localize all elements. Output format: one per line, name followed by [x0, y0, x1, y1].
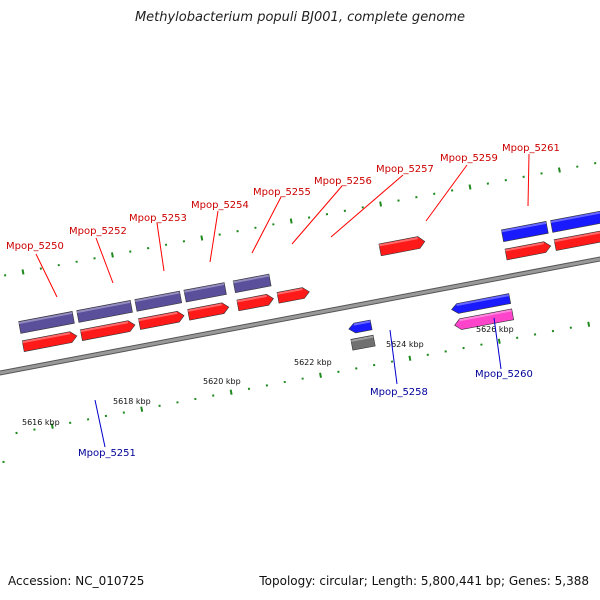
feature-highlight	[550, 211, 600, 224]
feature-rev-cds-16	[348, 319, 373, 334]
feature-highlight	[504, 242, 544, 252]
tick-dash	[587, 321, 591, 327]
feature-fwd-cds-8	[79, 320, 136, 341]
map-title: Methylobacterium populi BJ001, complete …	[134, 10, 466, 25]
leader-mpop-5261	[527, 153, 530, 207]
leader-mpop-5257	[330, 174, 404, 238]
feature-highlight	[553, 231, 600, 243]
feature-highlight	[350, 335, 374, 342]
gene-label-mpop-5252: Mpop_5252	[69, 226, 127, 237]
leader-mpop-5259	[425, 164, 468, 222]
feature-fwd-cds-10	[138, 310, 185, 330]
gene-label-mpop-5261: Mpop_5261	[502, 143, 560, 154]
leader-mpop-5250	[35, 253, 58, 298]
backbone	[0, 256, 600, 376]
gene-label-mpop-5255: Mpop_5255	[253, 187, 311, 198]
scale-label-5624: 5624 kbp	[386, 340, 424, 349]
feature-highlight	[378, 237, 418, 247]
tick-dash	[468, 184, 472, 190]
gene-label-mpop-5260: Mpop_5260	[475, 369, 533, 380]
feature-fwd-gene-5	[18, 311, 75, 334]
scale-label-5618: 5618 kbp	[113, 397, 151, 406]
feature-highlight	[22, 332, 71, 344]
gene-label-mpop-5257: Mpop_5257	[376, 164, 434, 175]
feature-rev-cds-19	[451, 293, 512, 314]
gene-label-mpop-5256: Mpop_5256	[314, 176, 372, 187]
leader-mpop-5260	[493, 317, 502, 370]
leader-mpop-5258	[389, 329, 398, 385]
feature-layer	[18, 210, 600, 352]
tick-dash	[140, 406, 144, 412]
tick-dash	[557, 167, 561, 173]
feature-highlight	[353, 320, 371, 326]
tick-dash	[289, 218, 293, 224]
feature-highlight	[501, 221, 547, 233]
feature-highlight	[459, 309, 512, 322]
scale-label-5620: 5620 kbp	[203, 377, 241, 386]
scale-label-5616: 5616 kbp	[22, 418, 60, 427]
feature-rev-gene-17	[350, 334, 376, 351]
tick-dash	[21, 269, 25, 275]
genome-summary-text: Topology: circular; Length: 5,800,441 bp…	[259, 574, 589, 588]
tick-dash	[379, 201, 383, 207]
scale-label-5626: 5626 kbp	[476, 325, 514, 334]
feature-fwd-far-18	[378, 236, 426, 257]
leader-mpop-5254	[209, 210, 219, 263]
feature-fwd-cds-22	[504, 241, 552, 261]
leader-mpop-5255	[251, 196, 282, 254]
gene-labels: Mpop_5250 Mpop_5252 Mpop_5253 Mpop_5254 …	[6, 143, 560, 459]
label-leader-lines	[35, 153, 530, 448]
tick-dash	[497, 338, 501, 344]
tick-dash	[229, 389, 233, 395]
leader-mpop-5253	[156, 222, 165, 272]
feature-fwd-gene-7	[76, 300, 133, 323]
feature-fwd-gene-11	[183, 282, 227, 303]
feature-highlight	[232, 274, 270, 284]
tick-dash	[408, 355, 412, 361]
leader-mpop-5252	[95, 237, 114, 284]
feature-highlight	[276, 288, 303, 295]
feature-highlight	[80, 321, 129, 333]
feature-fwd-gene-23	[550, 210, 600, 233]
feature-fwd-cds-12	[187, 302, 230, 321]
gene-label-mpop-5251: Mpop_5251	[78, 448, 136, 459]
feature-highlight	[236, 294, 267, 303]
feature-rev-gene-20	[454, 308, 515, 330]
gene-label-mpop-5254: Mpop_5254	[191, 200, 249, 211]
accession-text: Accession: NC_010725	[8, 574, 145, 588]
gene-label-mpop-5258: Mpop_5258	[370, 387, 428, 398]
feature-highlight	[138, 311, 178, 322]
tick-dash	[50, 423, 54, 429]
leader-mpop-5256	[291, 185, 343, 245]
gene-label-mpop-5259: Mpop_5259	[440, 153, 498, 164]
scale-label-5622: 5622 kbp	[294, 358, 332, 367]
feature-fwd-gene-13	[232, 273, 272, 294]
scale-labels: 5616 kbp 5618 kbp 5620 kbp 5622 kbp 5624…	[22, 325, 514, 427]
backbone-line	[0, 257, 600, 375]
leader-mpop-5251	[94, 399, 106, 448]
feature-fwd-gene-9	[134, 290, 183, 312]
feature-highlight	[456, 294, 509, 307]
feature-highlight	[183, 283, 225, 293]
feature-highlight	[18, 311, 73, 325]
tick-dash-layer	[2, 162, 597, 464]
gene-label-mpop-5250: Mpop_5250	[6, 241, 64, 252]
tick-dash	[110, 252, 114, 258]
feature-fwd-cds-14	[236, 293, 274, 312]
feature-fwd-cds-6	[21, 331, 78, 352]
feature-fwd-cds-24	[553, 230, 600, 251]
feature-highlight	[187, 303, 223, 312]
feature-highlight	[76, 300, 131, 314]
feature-fwd-gene-21	[500, 221, 549, 243]
tick-dash	[319, 372, 322, 378]
feature-highlight	[134, 291, 180, 303]
tick-dash	[200, 235, 204, 241]
gene-label-mpop-5253: Mpop_5253	[129, 213, 187, 224]
feature-fwd-cds-15	[276, 287, 310, 304]
